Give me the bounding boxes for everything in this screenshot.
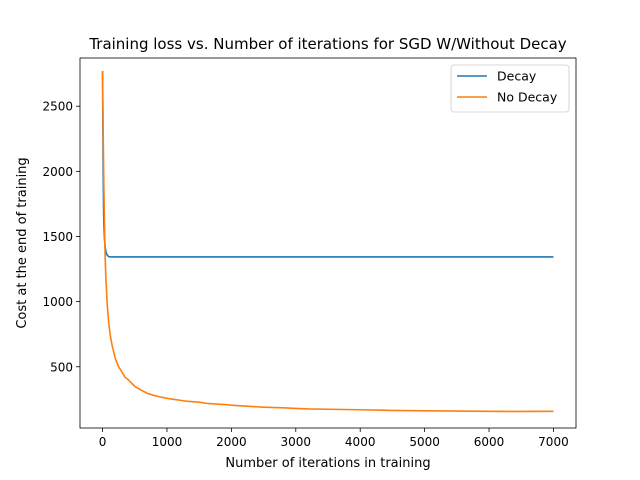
x-axis-label: Number of iterations in training — [225, 456, 430, 471]
series-line-no-decay — [101, 71, 554, 413]
x-tick-label: 7000 — [538, 435, 569, 449]
chart-title: Training loss vs. Number of iterations f… — [88, 35, 566, 53]
y-tick-label: 500 — [50, 360, 73, 374]
y-axis: 500 1000 1500 2000 2500 — [42, 100, 80, 374]
y-axis-label: Cost at the end of training — [15, 157, 30, 328]
legend-label-decay: Decay — [497, 69, 537, 84]
x-tick-label: 6000 — [474, 435, 505, 449]
x-tick-label: 4000 — [345, 435, 376, 449]
plot-frame — [79, 57, 577, 429]
legend-label-no-decay: No Decay — [497, 90, 558, 105]
legend: Decay No Decay — [450, 64, 570, 113]
x-tick-label: 3000 — [281, 435, 312, 449]
x-tick-label: 0 — [99, 435, 107, 449]
x-axis: 0 1000 2000 3000 4000 5000 6000 7000 — [99, 428, 569, 449]
plot-area — [79, 57, 577, 429]
y-tick-label: 2000 — [42, 165, 73, 179]
y-tick-label: 2500 — [42, 100, 73, 114]
x-tick-label: 5000 — [409, 435, 440, 449]
x-tick-label: 2000 — [216, 435, 247, 449]
y-tick-label: 1500 — [42, 230, 73, 244]
x-tick-label: 1000 — [152, 435, 183, 449]
y-tick-label: 1000 — [42, 295, 73, 309]
